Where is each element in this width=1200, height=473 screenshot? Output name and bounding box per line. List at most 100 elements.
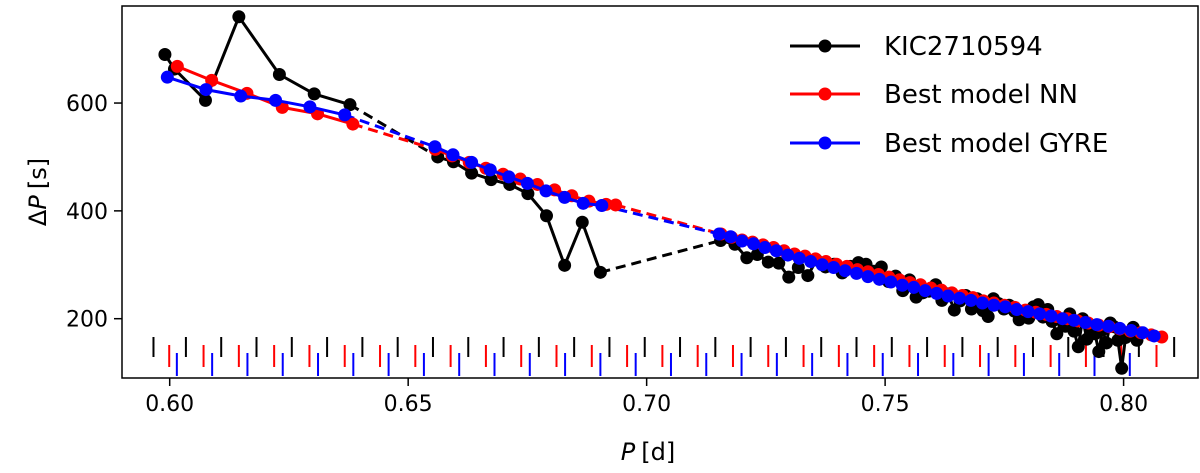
data-point bbox=[792, 251, 806, 265]
data-point bbox=[1067, 313, 1081, 327]
x-tick-label: 0.75 bbox=[861, 392, 910, 417]
data-point bbox=[772, 256, 786, 270]
y-tick-label: 600 bbox=[66, 92, 108, 117]
y-axis-label-unit: [s] bbox=[24, 158, 52, 189]
data-point bbox=[815, 258, 829, 272]
series-gap-connector bbox=[352, 122, 436, 151]
data-point bbox=[712, 227, 726, 241]
series-gap-connector bbox=[599, 239, 721, 274]
data-point bbox=[428, 140, 442, 154]
data-point bbox=[987, 298, 1001, 312]
data-point bbox=[1010, 303, 1024, 317]
data-point bbox=[861, 270, 875, 284]
data-point bbox=[953, 291, 967, 305]
x-tick-label: 0.70 bbox=[622, 392, 671, 417]
data-point bbox=[761, 255, 775, 269]
data-point bbox=[941, 289, 955, 303]
data-point bbox=[1136, 326, 1150, 340]
data-point bbox=[502, 170, 516, 184]
x-axis-label-var: P bbox=[621, 438, 636, 466]
data-point bbox=[1147, 329, 1161, 343]
legend-label-kic2710594: KIC2710594 bbox=[884, 32, 1043, 62]
series-0 bbox=[158, 10, 1144, 375]
series-gap-connector bbox=[344, 113, 436, 149]
data-point bbox=[234, 89, 248, 103]
data-point bbox=[1115, 361, 1129, 375]
data-point bbox=[558, 258, 572, 272]
data-point bbox=[595, 198, 609, 212]
data-point bbox=[272, 67, 286, 81]
data-point bbox=[576, 196, 590, 210]
x-axis-label-unit: [d] bbox=[641, 438, 675, 466]
y-tick-label: 400 bbox=[66, 200, 108, 225]
data-point bbox=[521, 187, 535, 201]
data-point bbox=[964, 293, 978, 307]
data-point bbox=[198, 93, 212, 107]
series-layer bbox=[158, 10, 1169, 375]
data-point bbox=[907, 280, 921, 294]
data-point bbox=[1033, 307, 1047, 321]
data-point bbox=[1044, 309, 1058, 323]
data-point bbox=[1092, 345, 1106, 359]
data-point bbox=[484, 173, 498, 187]
data-point bbox=[465, 155, 479, 169]
data-point bbox=[1050, 327, 1064, 341]
data-point bbox=[872, 272, 886, 286]
data-point bbox=[539, 184, 553, 198]
data-point bbox=[158, 48, 172, 62]
data-point bbox=[895, 278, 909, 292]
data-point bbox=[1113, 321, 1127, 335]
data-point bbox=[1099, 336, 1113, 350]
data-point bbox=[850, 266, 864, 280]
data-point bbox=[338, 108, 352, 122]
data-point bbox=[981, 310, 995, 324]
data-point bbox=[740, 251, 754, 265]
data-point bbox=[303, 100, 317, 114]
data-point bbox=[1078, 315, 1092, 329]
x-tick-label: 0.80 bbox=[1099, 392, 1148, 417]
data-point bbox=[735, 234, 749, 248]
data-point bbox=[307, 87, 321, 101]
data-point bbox=[465, 166, 479, 180]
data-point bbox=[575, 215, 589, 229]
legend-label-best-model-gyre: Best model GYRE bbox=[884, 129, 1108, 159]
data-point bbox=[804, 255, 818, 269]
data-point bbox=[1021, 305, 1035, 319]
data-point bbox=[1090, 318, 1104, 332]
dashed-connectors bbox=[344, 103, 722, 274]
y-axis-label-var: P bbox=[24, 195, 52, 210]
data-point bbox=[769, 244, 783, 258]
data-point bbox=[782, 270, 796, 284]
data-point bbox=[483, 163, 497, 177]
data-point bbox=[199, 83, 213, 97]
data-point bbox=[160, 70, 174, 84]
data-point bbox=[781, 248, 795, 262]
data-point bbox=[1101, 319, 1115, 333]
x-tick-label: 0.65 bbox=[384, 392, 433, 417]
legend-entry-best-model-nn: Best model NN bbox=[790, 80, 1078, 110]
data-point bbox=[918, 284, 932, 298]
data-point bbox=[343, 98, 357, 112]
data-point bbox=[724, 230, 738, 244]
y-axis-label-prefix: Δ bbox=[24, 209, 52, 226]
data-point bbox=[1056, 312, 1070, 326]
data-point bbox=[1124, 324, 1138, 338]
data-point bbox=[758, 241, 772, 255]
data-point bbox=[520, 176, 534, 190]
data-point bbox=[827, 260, 841, 274]
data-point bbox=[446, 148, 460, 162]
legend-entry-best-model-gyre: Best model GYRE bbox=[790, 129, 1108, 159]
data-point bbox=[998, 300, 1012, 314]
data-point bbox=[558, 190, 572, 204]
data-point bbox=[930, 286, 944, 300]
data-point bbox=[801, 269, 815, 283]
y-axis: 200 400 600 bbox=[66, 92, 122, 333]
data-point bbox=[346, 117, 360, 131]
series-gap-connector bbox=[601, 204, 720, 236]
data-point bbox=[609, 198, 623, 212]
y-axis-label: ΔP [s] bbox=[24, 158, 52, 226]
plot-frame bbox=[121, 5, 1199, 379]
legend-label-best-model-nn: Best model NN bbox=[884, 80, 1078, 110]
x-axis-label: P [d] bbox=[621, 438, 675, 466]
series-line bbox=[434, 145, 602, 207]
